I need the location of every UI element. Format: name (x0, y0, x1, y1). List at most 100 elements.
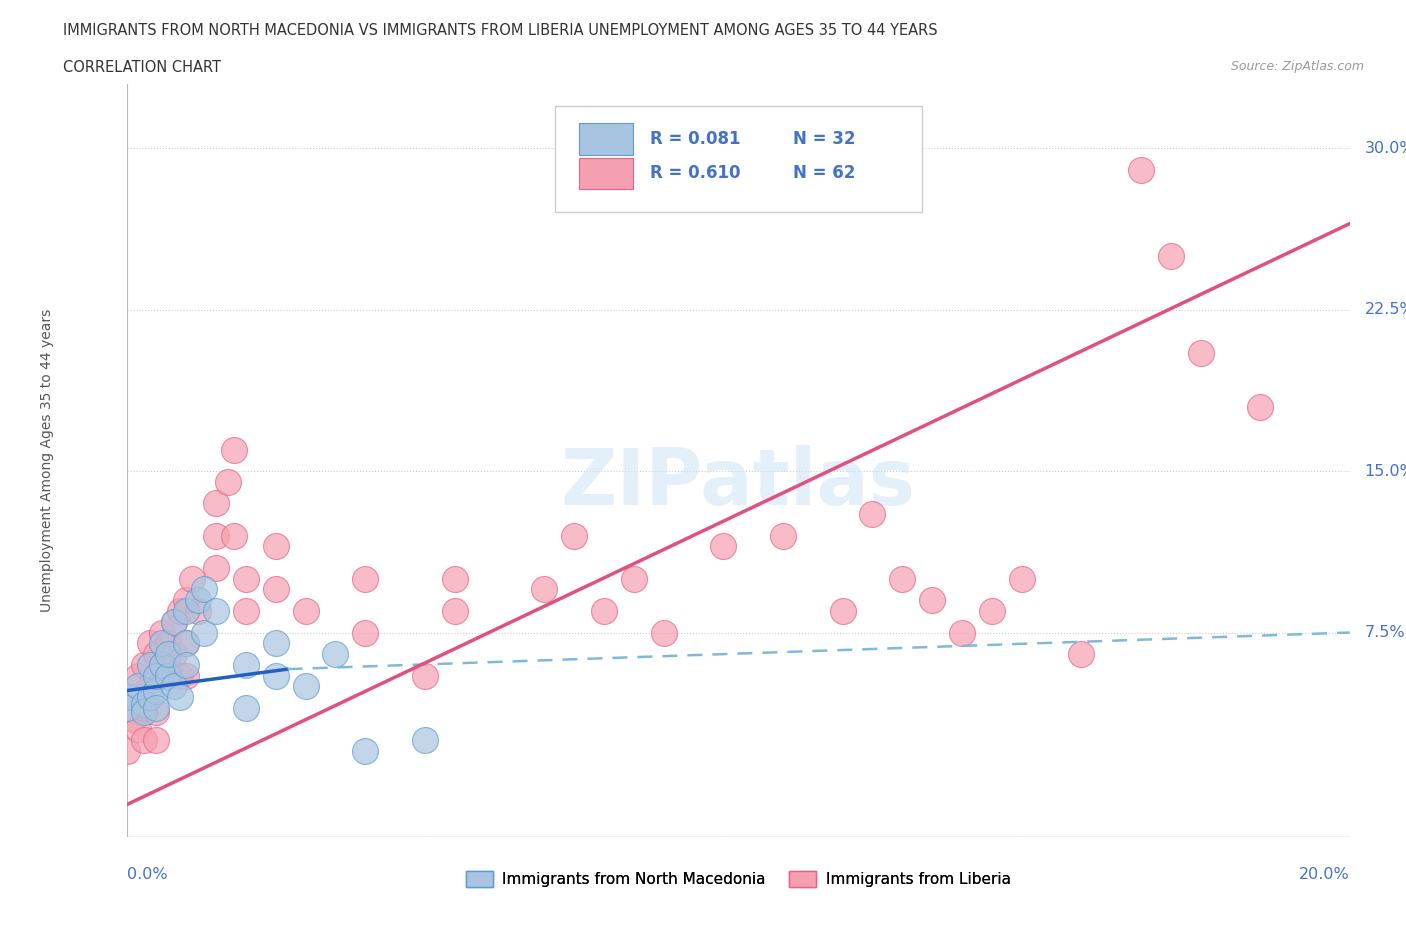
Point (134, 658, 156, 672)
Point (593, 604, 616, 618)
Point (163, 615, 186, 630)
Point (860, 507, 883, 522)
Point (205, 496, 228, 511)
Point (950, 625, 973, 640)
Point (145, 668, 167, 683)
Point (174, 636, 197, 651)
Point (1249, 399, 1271, 414)
Text: R = 0.081: R = 0.081 (650, 129, 741, 148)
Point (187, 592, 209, 607)
Point (145, 646, 167, 661)
Point (1070, 646, 1092, 661)
Point (325, 646, 347, 661)
Point (443, 604, 465, 618)
Point (264, 582, 287, 597)
Point (145, 705, 167, 720)
Point (354, 571, 377, 586)
Point (1160, 248, 1182, 263)
Point (115, 700, 138, 715)
Point (533, 582, 555, 597)
Point (139, 658, 162, 672)
Point (134, 733, 156, 748)
Point (145, 684, 167, 698)
Text: 20.0%: 20.0% (1299, 867, 1350, 883)
Point (193, 582, 215, 597)
Point (980, 604, 1002, 618)
Point (235, 604, 257, 618)
Point (121, 690, 143, 705)
Point (139, 636, 162, 651)
Point (157, 661, 180, 676)
Point (163, 615, 186, 630)
Point (772, 528, 794, 543)
Point (139, 690, 162, 705)
Point (134, 705, 156, 720)
Point (187, 604, 209, 618)
Point (169, 668, 191, 683)
Point (921, 592, 943, 607)
Point (205, 604, 228, 618)
Point (205, 528, 228, 543)
Point (139, 679, 162, 694)
Point (115, 743, 138, 758)
Point (174, 668, 197, 683)
Point (157, 646, 180, 661)
Point (652, 625, 675, 640)
Point (205, 561, 228, 576)
Point (121, 711, 143, 726)
Text: CORRELATION CHART: CORRELATION CHART (63, 60, 221, 75)
Point (623, 571, 645, 586)
Point (222, 528, 245, 543)
Point (174, 636, 197, 651)
Text: 15.0%: 15.0% (1364, 464, 1406, 479)
Text: IMMIGRANTS FROM NORTH MACEDONIA VS IMMIGRANTS FROM LIBERIA UNEMPLOYMENT AMONG AG: IMMIGRANTS FROM NORTH MACEDONIA VS IMMIG… (63, 23, 938, 38)
Point (294, 604, 316, 618)
Text: Source: ZipAtlas.com: Source: ZipAtlas.com (1230, 60, 1364, 73)
FancyBboxPatch shape (579, 157, 633, 189)
Point (150, 658, 173, 672)
Point (264, 636, 287, 651)
Legend: Immigrants from North Macedonia, Immigrants from Liberia: Immigrants from North Macedonia, Immigra… (460, 865, 1017, 894)
Point (443, 571, 465, 586)
Point (264, 539, 287, 554)
Point (711, 539, 734, 554)
Point (150, 658, 173, 672)
Point (235, 571, 257, 586)
Point (235, 700, 257, 715)
Point (134, 700, 156, 715)
Point (831, 604, 853, 618)
Point (145, 700, 167, 715)
Text: R = 0.610: R = 0.610 (650, 165, 741, 182)
Point (294, 679, 316, 694)
Point (413, 668, 436, 683)
Point (181, 571, 204, 586)
Text: 7.5%: 7.5% (1364, 625, 1405, 640)
Point (217, 474, 239, 489)
Point (150, 636, 173, 651)
Point (163, 679, 186, 694)
Point (169, 690, 191, 705)
Text: Unemployment Among Ages 35 to 44 years: Unemployment Among Ages 35 to 44 years (39, 309, 53, 612)
Text: N = 62: N = 62 (793, 165, 856, 182)
Point (354, 743, 377, 758)
Point (127, 668, 149, 683)
Point (157, 636, 180, 651)
FancyBboxPatch shape (579, 123, 633, 154)
Point (413, 733, 436, 748)
Text: 22.5%: 22.5% (1364, 302, 1406, 317)
Point (1129, 163, 1152, 178)
Point (163, 646, 186, 661)
Point (354, 625, 377, 640)
Point (115, 690, 138, 705)
Point (222, 442, 245, 457)
Point (235, 658, 257, 672)
Text: ZIPatlas: ZIPatlas (561, 445, 915, 521)
Point (1011, 571, 1033, 586)
Point (127, 679, 149, 694)
Point (157, 668, 180, 683)
Text: 0.0%: 0.0% (127, 867, 167, 883)
Point (174, 658, 197, 672)
Point (1189, 345, 1212, 360)
Point (145, 733, 167, 748)
Text: N = 32: N = 32 (793, 129, 856, 148)
